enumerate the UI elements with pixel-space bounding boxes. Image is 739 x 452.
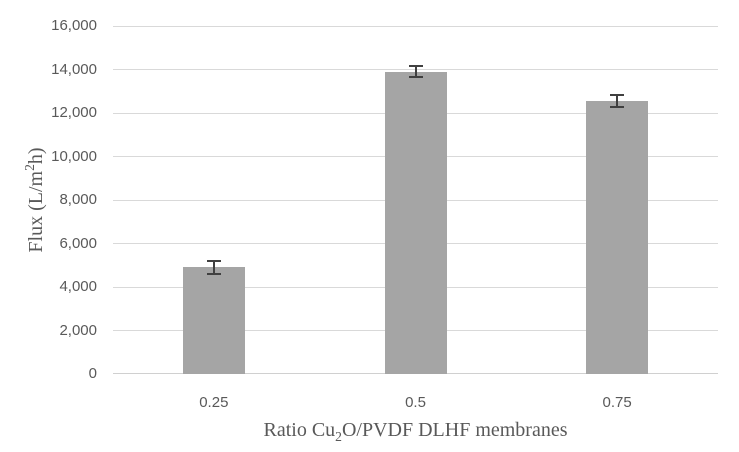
y-tick-label: 16,000 bbox=[51, 17, 97, 34]
y-tick-label: 2,000 bbox=[59, 321, 97, 339]
gridline bbox=[113, 25, 718, 27]
y-tick-label: 0 bbox=[88, 365, 97, 382]
error-bar-line bbox=[212, 260, 215, 274]
error-bar-cap-bottom bbox=[610, 106, 625, 109]
bar-0.5 bbox=[384, 71, 447, 374]
title-text: Ratio Cu bbox=[263, 419, 336, 441]
x-tick-label: 0.5 bbox=[405, 394, 426, 411]
bar-0.25 bbox=[182, 267, 245, 374]
error-bar-line bbox=[414, 66, 417, 78]
x-tick-label: 0.25 bbox=[199, 394, 229, 411]
error-bar-cap-top bbox=[408, 65, 423, 68]
error-bar-cap-bottom bbox=[408, 76, 423, 79]
y-tick-label: 14,000 bbox=[51, 60, 97, 78]
title-text: O/PVDF DLHF membranes bbox=[341, 419, 568, 441]
title-subscript: 2 bbox=[335, 429, 342, 444]
x-tick-label: 0.75 bbox=[602, 394, 632, 411]
plot-area bbox=[113, 25, 718, 374]
error-bar-line bbox=[616, 94, 619, 108]
bar-0.75 bbox=[586, 101, 649, 374]
error-bar-cap-top bbox=[206, 259, 221, 262]
y-tick-label: 10,000 bbox=[51, 147, 97, 165]
y-tick-label: 8,000 bbox=[59, 191, 97, 208]
error-bar-cap-top bbox=[610, 93, 625, 96]
error-bar-cap-bottom bbox=[206, 272, 221, 275]
y-tick-label: 4,000 bbox=[59, 278, 97, 295]
y-tick-label: 6,000 bbox=[59, 234, 97, 252]
x-axis-title: Ratio Cu2O/PVDF DLHF membranes bbox=[113, 418, 718, 449]
y-tick-label: 12,000 bbox=[51, 104, 97, 121]
